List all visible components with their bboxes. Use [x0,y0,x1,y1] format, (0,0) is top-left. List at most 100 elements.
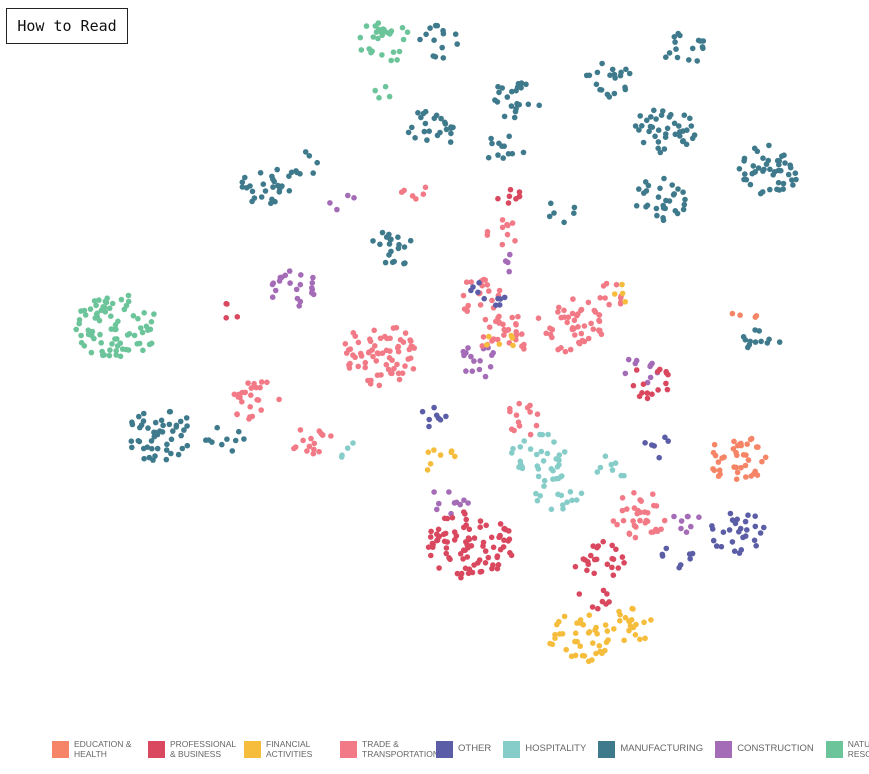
data-point[interactable] [572,630,579,636]
data-point[interactable] [519,343,525,350]
data-point[interactable] [448,449,455,456]
data-point[interactable] [260,181,267,187]
data-point[interactable] [510,445,516,452]
data-point[interactable] [594,469,601,475]
data-point[interactable] [184,442,191,449]
data-point[interactable] [561,613,568,620]
data-point[interactable] [115,318,121,325]
data-point[interactable] [720,529,727,535]
data-point[interactable] [673,46,679,52]
data-point[interactable] [438,115,444,122]
data-point[interactable] [346,365,353,371]
data-point[interactable] [513,332,520,338]
data-point[interactable] [626,530,633,537]
data-point[interactable] [630,518,636,524]
data-point[interactable] [675,30,681,37]
data-point[interactable] [504,231,511,238]
data-point[interactable] [481,295,488,302]
data-point[interactable] [584,567,590,574]
data-point[interactable] [534,411,541,418]
data-point[interactable] [93,302,99,309]
data-point[interactable] [765,157,772,164]
data-point[interactable] [119,346,126,352]
data-point[interactable] [571,210,577,216]
data-point[interactable] [443,550,450,557]
data-point[interactable] [428,528,434,535]
data-point[interactable] [465,500,471,506]
data-point[interactable] [476,366,483,373]
data-point[interactable] [377,28,384,35]
legend-item-man[interactable]: MANUFACTURING [598,740,703,758]
data-point[interactable] [636,186,642,192]
data-point[interactable] [501,526,507,532]
data-point[interactable] [449,514,456,521]
data-point[interactable] [490,350,497,356]
data-point[interactable] [471,535,478,541]
data-point[interactable] [124,332,131,338]
data-point[interactable] [577,617,584,623]
data-point[interactable] [203,437,209,444]
data-point[interactable] [117,340,124,347]
data-point[interactable] [757,530,764,536]
data-point[interactable] [527,446,534,452]
data-point[interactable] [395,234,401,240]
data-point[interactable] [151,311,157,317]
data-point[interactable] [509,450,515,456]
data-point[interactable] [609,564,615,571]
data-point[interactable] [663,131,669,137]
data-point[interactable] [440,531,447,538]
data-point[interactable] [609,555,615,562]
data-point[interactable] [642,440,648,446]
data-point[interactable] [370,238,376,244]
data-point[interactable] [670,192,677,198]
data-point[interactable] [605,637,611,643]
data-point[interactable] [527,402,533,409]
data-point[interactable] [300,437,306,444]
data-point[interactable] [463,306,470,312]
data-point[interactable] [789,177,795,183]
data-point[interactable] [516,193,523,200]
data-point[interactable] [562,348,569,355]
data-point[interactable] [793,176,799,183]
data-point[interactable] [286,268,293,274]
data-point[interactable] [258,194,265,200]
data-point[interactable] [686,551,693,557]
data-point[interactable] [184,423,190,429]
data-point[interactable] [561,307,567,314]
data-point[interactable] [78,308,84,314]
data-point[interactable] [422,108,429,115]
data-point[interactable] [675,186,681,192]
data-point[interactable] [94,310,100,317]
data-point[interactable] [486,288,492,294]
data-point[interactable] [427,534,434,540]
data-point[interactable] [678,518,685,524]
data-point[interactable] [311,446,317,453]
data-point[interactable] [760,168,766,174]
data-point[interactable] [496,302,503,308]
data-point[interactable] [651,107,657,114]
data-point[interactable] [582,557,588,563]
data-point[interactable] [234,411,240,418]
data-point[interactable] [239,399,245,405]
data-point[interactable] [136,413,142,420]
data-point[interactable] [586,612,593,618]
data-point[interactable] [431,404,437,411]
data-point[interactable] [388,28,395,34]
data-point[interactable] [549,641,556,648]
data-point[interactable] [602,622,609,628]
data-point[interactable] [616,608,622,615]
data-point[interactable] [376,95,382,101]
data-point[interactable] [548,200,554,207]
data-point[interactable] [486,333,492,340]
data-point[interactable] [610,518,617,524]
data-point[interactable] [711,441,718,448]
data-point[interactable] [314,159,321,166]
data-point[interactable] [249,188,256,195]
data-point[interactable] [163,447,170,453]
data-point[interactable] [503,328,509,334]
data-point[interactable] [327,200,333,206]
legend-item-oth[interactable]: OTHER [436,740,491,758]
data-point[interactable] [396,48,403,55]
data-point[interactable] [496,313,502,320]
data-point[interactable] [626,70,633,77]
